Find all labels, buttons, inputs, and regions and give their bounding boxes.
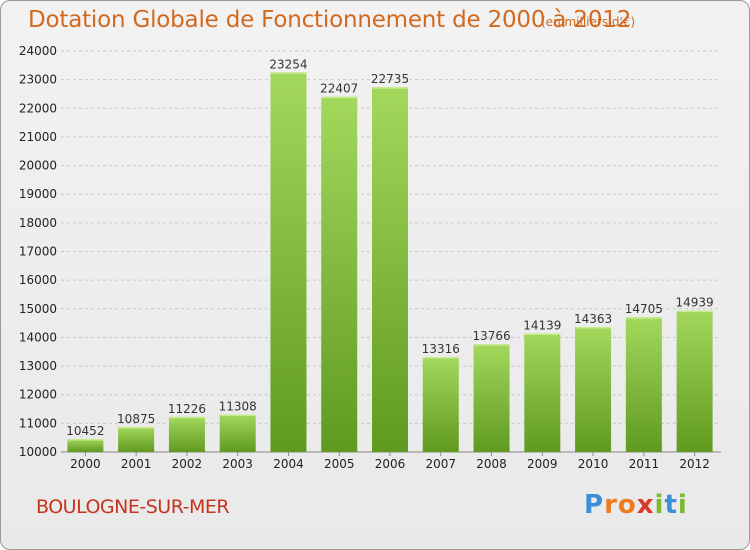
y-tick-label: 22000 xyxy=(19,101,57,115)
y-tick-label: 14000 xyxy=(19,330,57,344)
x-tick-label: 2008 xyxy=(476,457,507,471)
x-tick-label: 2006 xyxy=(375,457,406,471)
bar-highlight xyxy=(625,317,662,319)
bar-2002[interactable] xyxy=(168,416,205,452)
city-name: BOULOGNE-SUR-MER xyxy=(36,496,230,518)
data-label: 10452 xyxy=(66,424,104,438)
logo-letter: t xyxy=(664,490,678,520)
x-tick-label: 2000 xyxy=(70,457,101,471)
logo-letter: x xyxy=(636,490,655,520)
data-label: 13766 xyxy=(472,329,510,343)
bar-highlight xyxy=(168,416,205,419)
logo-letter: P xyxy=(584,490,605,520)
bar-highlight xyxy=(473,344,510,346)
data-label: 11226 xyxy=(168,402,206,416)
bar-2000[interactable] xyxy=(67,439,104,452)
bar-2005[interactable] xyxy=(321,96,358,452)
logo-letter: r xyxy=(604,490,618,520)
y-tick-label: 24000 xyxy=(19,44,57,58)
data-label: 23254 xyxy=(269,57,307,71)
x-tick-label: 2011 xyxy=(629,457,660,471)
bar-highlight xyxy=(67,439,104,441)
y-tick-label: 19000 xyxy=(19,187,57,201)
y-tick-label: 13000 xyxy=(19,359,57,373)
data-label: 14705 xyxy=(625,302,663,316)
data-label: 14139 xyxy=(523,318,561,332)
bar-2001[interactable] xyxy=(118,426,155,452)
bar-highlight xyxy=(524,333,561,335)
y-tick-label: 15000 xyxy=(19,302,57,316)
chart-title: Dotation Globale de Fonctionnement de 20… xyxy=(28,7,632,33)
bar-highlight xyxy=(118,426,155,429)
y-tick-label: 21000 xyxy=(19,130,57,144)
logo-letter: i xyxy=(677,490,688,520)
bars: 10452 10875 11226 11308 23254 22407 22735 13316… xyxy=(66,57,714,453)
bar-2009[interactable] xyxy=(524,333,561,452)
bar-2010[interactable] xyxy=(575,327,612,452)
y-tick-label: 10000 xyxy=(19,445,57,459)
bar-2011[interactable] xyxy=(625,317,662,452)
bar-highlight xyxy=(422,357,459,359)
data-label: 10875 xyxy=(117,412,155,426)
x-axis: 2000 2001 2002 2003 2004 2005 2006 2007 2008 2009… xyxy=(70,452,710,471)
bar-2006[interactable] xyxy=(372,87,408,452)
chart-subtitle: (en milliers d'€) xyxy=(541,15,636,29)
data-label: 22735 xyxy=(371,72,409,86)
y-tick-label: 18000 xyxy=(19,216,57,230)
y-tick-label: 17000 xyxy=(19,245,57,259)
x-tick-label: 2012 xyxy=(679,457,710,471)
proxiti-logo[interactable]: Proxiti xyxy=(584,490,688,520)
bar-highlight xyxy=(321,96,358,99)
y-tick-label: 20000 xyxy=(19,159,57,173)
x-tick-label: 2004 xyxy=(273,457,304,471)
y-tick-label: 12000 xyxy=(19,388,57,402)
x-tick-label: 2002 xyxy=(172,457,203,471)
bar-highlight xyxy=(372,87,408,89)
bar-highlight xyxy=(676,310,713,313)
x-tick-label: 2010 xyxy=(578,457,609,471)
logo-letter: o xyxy=(617,490,637,520)
bar-2004[interactable] xyxy=(270,72,307,453)
data-label: 11308 xyxy=(219,400,257,414)
x-tick-label: 2003 xyxy=(222,457,253,471)
data-label: 22407 xyxy=(320,82,358,96)
bar-2008[interactable] xyxy=(473,344,510,452)
bar-highlight xyxy=(575,327,612,329)
y-tick-label: 16000 xyxy=(19,273,57,287)
data-label: 14363 xyxy=(574,312,612,326)
x-tick-label: 2009 xyxy=(527,457,558,471)
x-tick-label: 2005 xyxy=(324,457,355,471)
data-label: 14939 xyxy=(676,296,714,310)
bar-highlight xyxy=(219,414,256,417)
bar-2012[interactable] xyxy=(676,310,713,452)
y-axis: 10000 11000 12000 13000 14000 15000 16000 17000… xyxy=(19,44,721,459)
bar-2003[interactable] xyxy=(219,414,256,452)
bar-2007[interactable] xyxy=(422,357,459,452)
x-tick-label: 2001 xyxy=(121,457,152,471)
logo-letter: i xyxy=(654,490,665,520)
bar-highlight xyxy=(270,72,307,74)
y-tick-label: 23000 xyxy=(19,73,57,87)
y-tick-label: 11000 xyxy=(19,416,57,430)
x-tick-label: 2007 xyxy=(425,457,456,471)
data-label: 13316 xyxy=(422,342,460,356)
